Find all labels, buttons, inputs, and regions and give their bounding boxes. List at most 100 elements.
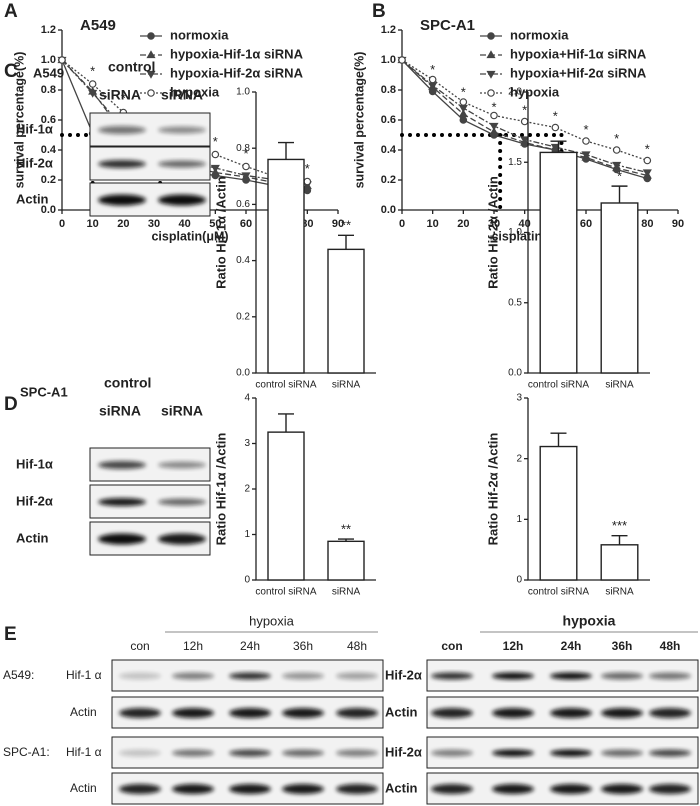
blot-band [282,708,324,718]
marker [241,172,251,181]
annotation: * [90,63,95,78]
blot-band [431,784,473,794]
annotation: * [491,99,496,114]
series-line [61,59,308,183]
y-tick-label: 2.0 [508,87,522,98]
marker [612,161,622,170]
annotation: * [461,84,466,99]
y-tick-label: 0.0 [508,368,522,379]
y-axis-label: Ratio Hif-2α /Actin [485,176,500,289]
y-tick-label: 1.0 [508,227,522,238]
y-tick-label: 2 [244,484,250,495]
y-tick-label: 1.2 [41,24,56,36]
row-label: Actin [70,705,97,719]
annotation: * [583,122,588,137]
blot-band [119,672,161,680]
panel-label: D [4,394,18,415]
row-label: Actin [385,780,418,795]
y-axis-label: Ratio Hif-1α /Actin [213,176,228,289]
marker [428,75,437,84]
marker [520,117,529,126]
y-tick-label: 1.5 [508,157,522,168]
y-tick-label: 0.0 [41,204,56,216]
blot-band [229,784,271,794]
lane-header: control [108,59,155,75]
marker [489,122,499,131]
annotation: * [243,146,248,161]
legend-label: hypoxia+Hif-2α siRNA [510,65,647,80]
y-tick-label: 0.6 [381,114,396,126]
legend-label: hypoxia+Hif-1α siRNA [510,46,647,61]
lane-label: 36h [293,639,313,653]
row-label: Actin [70,781,97,795]
blot-band [336,749,378,757]
row-label: Hif-2α [16,155,53,170]
lane-label: siRNA [161,87,203,103]
blot-band [601,749,643,757]
blot-band [649,708,691,718]
bar [600,202,639,374]
blot-band [601,708,643,718]
blot-band [282,749,324,757]
error-bar [611,535,628,545]
row-label: Hif-2α [385,744,422,759]
blot-band [172,708,214,718]
y-tick-label: 1 [516,514,522,525]
legend-label: hypoxia [170,84,220,99]
blot-band [492,749,534,757]
y-tick-label: 0 [516,575,522,586]
legend-label: normoxia [170,27,229,42]
blot-band [550,708,592,718]
y-tick-label: 0.4 [381,144,397,156]
lane-label: 12h [503,639,524,653]
y-tick-label: 0 [244,575,250,586]
annotation: * [430,62,435,77]
y-axis-label: Ratio Hif-1α /Actin [213,433,228,546]
blot-band [229,749,271,757]
row-label: Actin [16,191,49,206]
y-tick-label: 1.2 [381,24,396,36]
legend-marker [146,50,156,59]
blot-band [172,672,214,680]
marker [88,80,97,88]
y-tick-label: 1.0 [381,54,396,66]
y-tick-label: 0.4 [41,144,57,156]
legend-marker [487,89,495,97]
x-tick-label: 20 [457,218,469,230]
marker [242,162,250,171]
blot-band [431,749,473,757]
blot-band [158,498,206,506]
x-tick-label: control siRNA [255,380,316,391]
blot-band [492,708,534,718]
error-bar [278,413,294,433]
y-tick-label: 1 [244,529,250,540]
x-tick-label: siRNA [605,587,634,598]
lane-label: con [130,639,149,653]
marker [303,177,312,186]
blot-band [98,498,146,506]
cell-line: SPC-A1 [20,384,68,399]
bar [600,544,639,581]
y-tick-label: 3 [244,438,250,449]
blot-band [98,461,146,469]
x-tick-label: 50 [209,218,221,230]
annotation: *** [612,518,627,533]
blot-band [119,749,161,757]
group-label: hypoxia [249,613,295,628]
marker [489,127,499,136]
blot-band [649,749,691,757]
y-tick-label: 0.0 [381,204,396,216]
blot-band [172,749,214,757]
y-tick-label: 0.6 [41,114,56,126]
annotation: * [522,102,527,117]
blot-band [119,708,161,718]
x-tick-label: 90 [332,218,344,230]
group-label: hypoxia [563,613,616,629]
x-tick-label: 0 [399,218,405,230]
lane-label: 24h [240,639,260,653]
legend-marker [147,89,155,97]
error-bar [550,432,567,447]
annotation: ** [341,521,351,536]
row-label: Actin [16,530,49,545]
row-label: Hif-2α [385,667,422,682]
